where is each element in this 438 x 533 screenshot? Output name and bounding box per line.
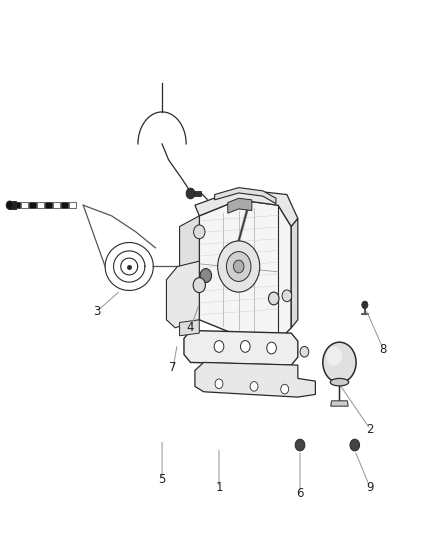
Circle shape — [267, 342, 276, 354]
Circle shape — [215, 379, 223, 389]
Circle shape — [268, 292, 279, 305]
Polygon shape — [195, 362, 315, 397]
Circle shape — [200, 269, 212, 282]
Bar — [29, 202, 36, 208]
Polygon shape — [166, 261, 199, 328]
Circle shape — [6, 201, 13, 209]
Bar — [69, 202, 76, 208]
Text: 5: 5 — [159, 473, 166, 486]
Text: 9: 9 — [366, 481, 374, 494]
Bar — [45, 202, 52, 208]
Circle shape — [326, 346, 342, 366]
Circle shape — [186, 188, 195, 199]
Circle shape — [281, 384, 289, 394]
Polygon shape — [180, 320, 199, 336]
Polygon shape — [199, 200, 291, 341]
Text: 8: 8 — [380, 343, 387, 356]
Polygon shape — [215, 188, 276, 204]
Circle shape — [300, 346, 309, 357]
Circle shape — [240, 341, 250, 352]
Text: 3: 3 — [93, 305, 100, 318]
Circle shape — [350, 439, 360, 451]
Text: 1: 1 — [215, 481, 223, 494]
Text: 7: 7 — [169, 361, 177, 374]
Ellipse shape — [330, 378, 349, 386]
Polygon shape — [291, 219, 298, 328]
Circle shape — [218, 241, 260, 292]
Circle shape — [323, 342, 356, 383]
Circle shape — [214, 341, 224, 352]
Polygon shape — [331, 401, 348, 406]
Text: 4: 4 — [187, 321, 194, 334]
Bar — [9, 201, 16, 209]
Circle shape — [250, 382, 258, 391]
Bar — [21, 202, 28, 208]
Bar — [61, 202, 68, 208]
Circle shape — [295, 439, 305, 451]
Bar — [192, 191, 201, 196]
Bar — [13, 202, 21, 208]
Polygon shape — [195, 189, 298, 227]
Circle shape — [226, 252, 251, 281]
Text: 2: 2 — [366, 423, 374, 435]
Polygon shape — [180, 216, 199, 330]
Polygon shape — [184, 330, 298, 365]
Circle shape — [282, 290, 292, 302]
Circle shape — [362, 301, 368, 309]
Bar — [37, 202, 44, 208]
Text: 6: 6 — [296, 487, 304, 499]
Circle shape — [193, 278, 205, 293]
Circle shape — [194, 225, 205, 239]
Polygon shape — [228, 198, 252, 213]
Bar — [53, 202, 60, 208]
Circle shape — [233, 260, 244, 273]
